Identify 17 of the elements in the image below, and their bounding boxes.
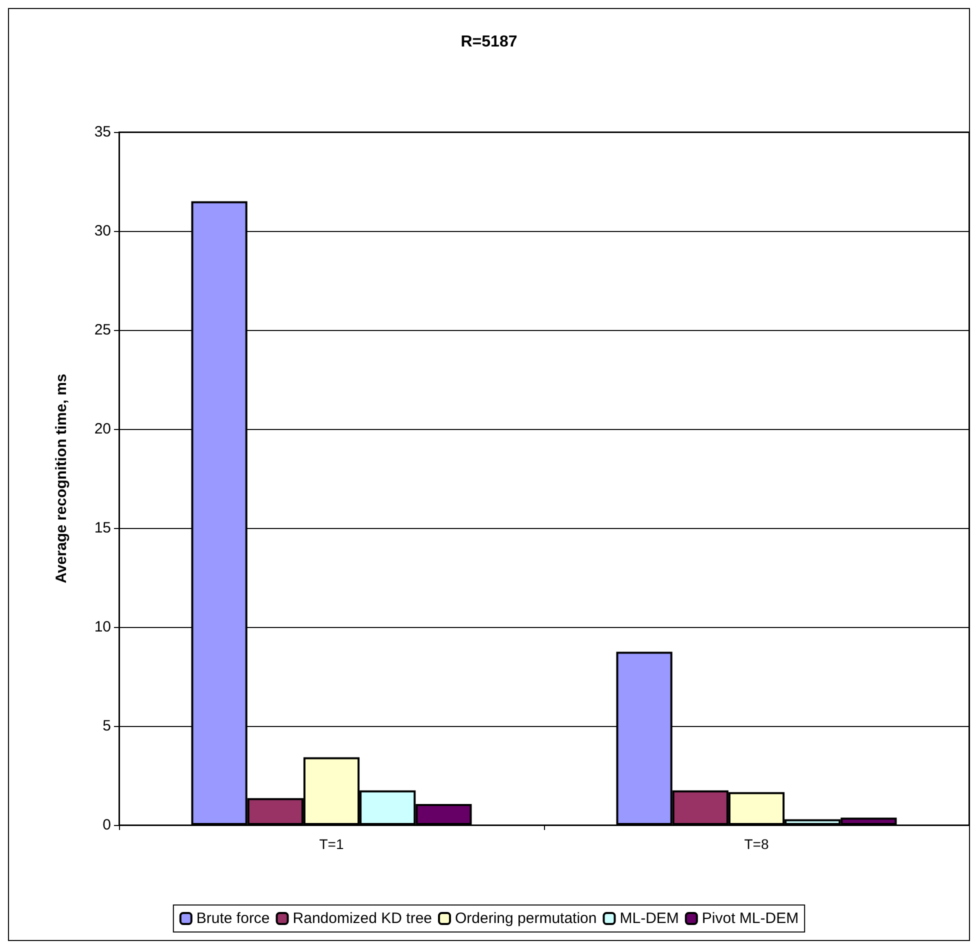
legend-label: Randomized KD tree xyxy=(292,910,432,927)
y-tick-label: 10 xyxy=(94,618,111,636)
y-tick-label: 25 xyxy=(94,322,111,338)
y-axis-title: Average recognition time, ms xyxy=(53,374,70,584)
y-tick-label: 0 xyxy=(102,816,111,834)
x-tick-label: T=1 xyxy=(319,836,344,852)
legend-label: Brute force xyxy=(196,910,270,927)
y-tick-label: 20 xyxy=(94,420,111,438)
y-tick-label: 5 xyxy=(102,718,111,734)
chart-title: R=5187 xyxy=(460,34,518,50)
y-tick-label: 35 xyxy=(94,124,111,140)
y-tick-label: 30 xyxy=(94,222,111,240)
legend-label: Ordering permutation xyxy=(455,910,597,927)
y-tick-label: 15 xyxy=(94,520,111,536)
x-tick-label: T=8 xyxy=(744,836,769,852)
legend-label: ML-DEM xyxy=(620,910,679,927)
legend-label: Pivot ML-DEM xyxy=(702,910,799,927)
